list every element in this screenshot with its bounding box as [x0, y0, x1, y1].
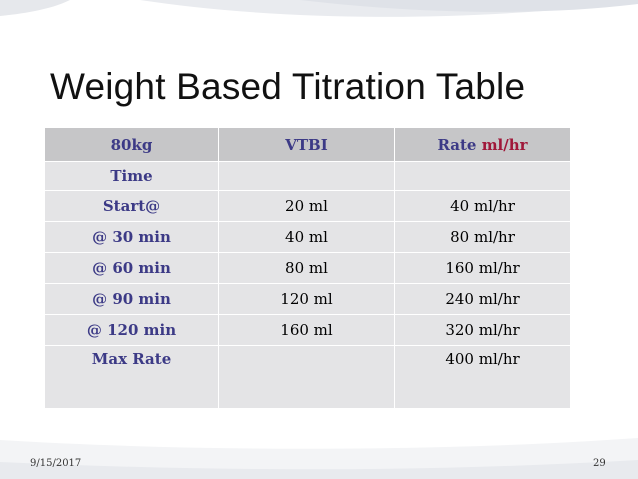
header-rate-unit: ml/hr [481, 135, 528, 154]
row-vtbi: 160 ml [218, 314, 395, 346]
header-rate-label: Rate [437, 135, 477, 154]
row-label: @ 60 min [44, 252, 219, 284]
table-row: @ 60 min 80 ml 160 ml/hr [44, 252, 571, 284]
row-vtbi: 20 ml [218, 190, 395, 222]
header-vtbi: VTBI [218, 127, 395, 162]
footer-date: 9/15/2017 [30, 458, 82, 469]
row-vtbi: 80 ml [218, 252, 395, 284]
row-label: Start@ [44, 190, 219, 222]
row-label: @ 120 min [44, 314, 219, 346]
row-rate: 80 ml/hr [394, 221, 571, 253]
row-rate: 40 ml/hr [394, 190, 571, 222]
table-header-row: 80kg VTBI Rate ml/hr [44, 127, 571, 162]
row-rate: 160 ml/hr [394, 252, 571, 284]
row-label: Max Rate [44, 345, 219, 409]
table-row: @ 120 min 160 ml 320 ml/hr [44, 314, 571, 346]
header-rate: Rate ml/hr [394, 127, 571, 162]
row-vtbi: 120 ml [218, 283, 395, 315]
table-row: Max Rate 400 ml/hr [44, 345, 571, 409]
page-number: 29 [593, 458, 606, 469]
row-rate: 320 ml/hr [394, 314, 571, 346]
row-rate: 400 ml/hr [394, 345, 571, 409]
row-label: @ 30 min [44, 221, 219, 253]
row-vtbi [218, 161, 395, 191]
row-label: Time [44, 161, 219, 191]
table-row: @ 30 min 40 ml 80 ml/hr [44, 221, 571, 253]
row-label: @ 90 min [44, 283, 219, 315]
row-vtbi: 40 ml [218, 221, 395, 253]
row-rate [394, 161, 571, 191]
header-weight: 80kg [44, 127, 219, 162]
row-vtbi [218, 345, 395, 409]
table-row: Start@ 20 ml 40 ml/hr [44, 190, 571, 222]
table-row: @ 90 min 120 ml 240 ml/hr [44, 283, 571, 315]
slide-title: Weight Based Titration Table [50, 66, 526, 107]
titration-table: 80kg VTBI Rate ml/hr Time Start@ 20 ml 4… [44, 127, 571, 409]
table-row: Time [44, 161, 571, 191]
row-rate: 240 ml/hr [394, 283, 571, 315]
